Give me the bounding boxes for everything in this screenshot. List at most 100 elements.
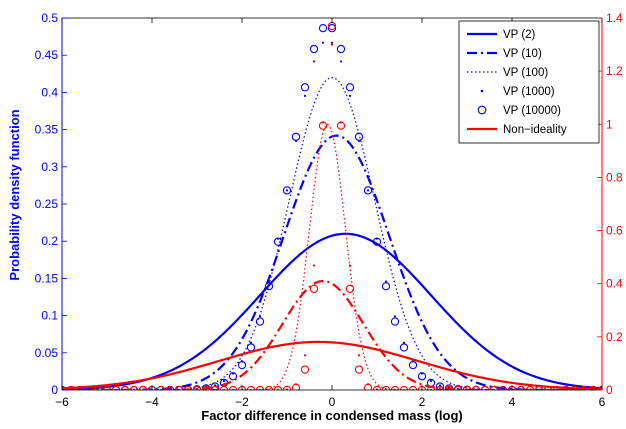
data-point	[291, 383, 301, 390]
data-point	[345, 284, 355, 293]
x-tick-label: −6	[55, 395, 69, 409]
legend-swatch	[477, 105, 487, 115]
y-tick-label-left: 0.2	[41, 234, 58, 248]
data-point	[318, 23, 328, 33]
y-tick-label-left: 0.4	[41, 85, 58, 99]
data-point	[366, 189, 370, 192]
data-point	[264, 282, 274, 291]
y-tick-label-left: 0.45	[35, 48, 59, 62]
series-vp-100	[62, 76, 602, 390]
data-point	[354, 132, 364, 141]
data-point	[399, 343, 409, 352]
data-point	[312, 60, 316, 63]
data-point	[345, 83, 355, 92]
data-point	[354, 365, 364, 374]
data-point	[258, 315, 262, 318]
series-vp-10	[62, 134, 602, 390]
x-tick-label: 6	[599, 395, 606, 409]
axes	[61, 17, 603, 391]
x-tick-label: −4	[145, 395, 159, 409]
data-point	[285, 189, 289, 192]
y-tick-label-left: 0.25	[35, 197, 59, 211]
y-tick-label-right: 0.4	[606, 277, 623, 291]
y-tick-label-right: 0.2	[606, 330, 623, 344]
legend-label: VP (10000)	[503, 105, 561, 117]
y-tick-label-left: 0	[51, 383, 58, 397]
data-point	[303, 354, 307, 357]
data-point	[285, 388, 289, 390]
data-point	[363, 186, 373, 195]
legend-entry-vp-1000: VP (1000)	[480, 86, 555, 98]
data-point	[300, 83, 310, 92]
data-point	[390, 317, 400, 326]
data-point	[222, 379, 226, 383]
y-tick-label-left: 0.3	[41, 160, 58, 174]
y-tick-label-right: 1	[606, 117, 613, 131]
data-point	[348, 264, 352, 267]
x-axis-label: Factor difference in condensed mass (log…	[201, 408, 463, 423]
y-tick-label-left: 0.15	[35, 271, 59, 285]
y-tick-label-right: 1.2	[606, 64, 623, 78]
data-point	[246, 343, 256, 352]
data-point	[237, 360, 247, 370]
legend-label: VP (10)	[503, 48, 542, 60]
series-non-ideality-dashdot-6	[62, 279, 602, 390]
x-tick-label: 2	[419, 395, 426, 409]
data-point	[255, 317, 265, 326]
data-point	[303, 94, 307, 97]
data-point	[336, 44, 346, 54]
tick-labels: −6 −4 −2 0 2 4 6 0 0.05 0.1 0.15 0.2 0.25 0.3 0.35 0.4 0…	[35, 11, 623, 409]
data-point	[429, 379, 433, 383]
data-point	[330, 43, 334, 46]
legend-label: Non−ideality	[503, 124, 567, 136]
legend-entry-vp-100: VP (100)	[467, 67, 548, 79]
data-point	[291, 132, 301, 141]
data-point	[309, 44, 319, 54]
series-non-ideality-dotted-7	[62, 123, 602, 390]
data-point	[348, 94, 352, 97]
series-vp-2	[62, 232, 602, 390]
legend-label: VP (2)	[503, 29, 536, 41]
data-point	[249, 341, 253, 344]
data-point	[435, 382, 445, 390]
data-point	[318, 121, 328, 130]
data-point	[393, 315, 397, 318]
y-tick-label-right: 0.8	[606, 170, 623, 184]
data-point	[384, 280, 388, 283]
x-tick-label: 0	[329, 395, 336, 409]
legend-entry-non-ideality: Non−ideality	[467, 124, 567, 136]
data-point	[327, 23, 337, 33]
data-point	[381, 282, 391, 291]
data-point	[336, 121, 346, 130]
data-point	[357, 354, 361, 357]
data-point	[330, 41, 334, 44]
data-point	[300, 365, 310, 374]
data-point	[312, 264, 316, 267]
data-point	[228, 372, 238, 381]
data-point	[273, 237, 283, 246]
legend-label: VP (100)	[503, 67, 548, 79]
y-tick-label-left: 0.35	[35, 123, 59, 137]
data-point	[375, 388, 379, 390]
legend-box	[458, 20, 600, 144]
data-point	[339, 60, 343, 63]
y-tick-label-left: 0.1	[41, 309, 58, 323]
data-point	[408, 360, 418, 370]
data-point	[372, 237, 382, 246]
series-non-ideality	[62, 340, 602, 390]
data-point	[321, 41, 325, 44]
y-tick-label-left: 0.05	[35, 346, 59, 360]
y-tick-label-right: 0.6	[606, 224, 623, 238]
x-tick-label: 4	[509, 395, 516, 409]
x-tick-label: −2	[235, 395, 249, 409]
legend-entry-vp-10: VP (10)	[467, 48, 542, 60]
data-point	[417, 372, 427, 381]
legend: VP (2) VP (10) VP (100) VP (1000) VP (10000)…	[458, 20, 600, 144]
y-axis-label-left: Probability density function	[7, 109, 22, 280]
legend-swatch	[480, 89, 484, 93]
legend-entry-vp-10000: VP (10000)	[477, 105, 561, 117]
data-point	[402, 341, 406, 344]
y-tick-label-left: 0.5	[41, 11, 58, 25]
legend-label: VP (1000)	[503, 86, 555, 98]
data-point	[309, 284, 319, 293]
